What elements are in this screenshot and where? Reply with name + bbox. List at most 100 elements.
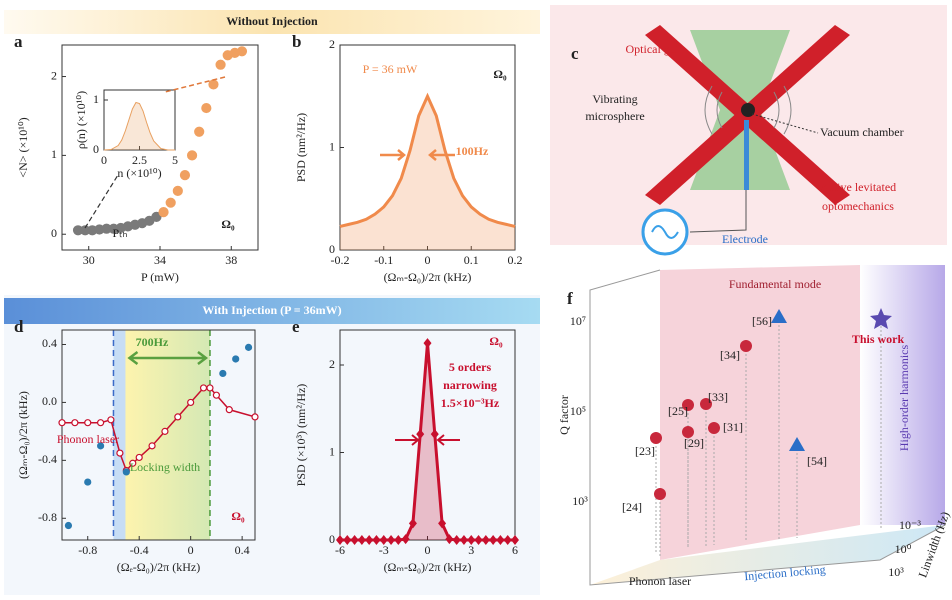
ref-label: [29] [684,436,704,450]
marker [481,535,490,545]
marker [96,442,105,450]
y-tick-label: 2 [329,357,335,371]
diagram-label: Vacuum chamber [820,125,904,139]
marker [372,535,381,545]
marker [71,419,79,427]
ref-label: [54] [807,454,827,468]
y-tick-label: 2 [329,37,335,51]
y-tick-label: 1 [329,444,335,458]
y-tick-label: -0.8 [38,510,57,524]
marker [336,535,344,545]
marker [194,126,205,137]
wire [689,190,747,233]
x-tick-label: 30 [83,253,95,267]
marker [244,343,253,351]
area [104,102,175,150]
ref-point [654,488,666,500]
diagram-label: Fundamental mode [729,277,821,291]
laser-region [113,330,126,540]
floor [590,525,945,585]
annotation: narrowing [443,378,497,392]
banner [4,10,540,34]
banner-title: With Injection (P = 36mW) [202,303,341,317]
marker [503,535,512,545]
axis-label: Q factor [557,395,571,435]
marker [179,169,191,181]
area [340,343,515,540]
y-tick-label: 1 [93,92,99,106]
ref-point [700,398,712,410]
y-tick-label: 0.0 [42,394,57,408]
x-tick-label: 38 [225,253,237,267]
marker [416,429,425,440]
x-tick-label: 0.1 [464,253,479,267]
marker [379,535,388,545]
x-tick-label: 3 [468,543,474,557]
marker [232,355,240,363]
area [340,96,515,250]
marker [357,535,366,545]
x-tick-label: 0 [425,253,431,267]
ref-label: [24] [622,500,642,514]
annotation: 100Hz [456,144,489,158]
line [339,92,516,228]
electrode [744,120,749,190]
x-tick-label: 34 [154,253,166,267]
y-tick-label: 1 [51,147,57,161]
ref-label: [31] [723,420,743,434]
y-tick-label: 0 [329,242,335,256]
marker [116,449,124,457]
marker [151,211,162,222]
panel-label: a [14,32,23,51]
annotation: Ω₀ [231,509,245,523]
marker [84,419,92,427]
diagram-label: Vibrating [592,92,637,106]
inset-bg [104,90,175,150]
x-tick-label: -0.1 [374,253,393,267]
ref-label: [34] [720,348,740,362]
panel-label: b [292,32,301,51]
marker [135,453,143,462]
ref-point [650,432,662,444]
marker [474,535,483,545]
diagram-label: High-order harmonics [897,345,911,452]
diagram-label: Electrode [722,232,768,246]
leader [751,113,819,134]
lw-tick-label: 10⁻³ [899,518,921,532]
marker [161,427,169,435]
marker [187,398,195,407]
diagram-label: This work [852,332,905,346]
x-tick-label: 5 [172,153,178,167]
lw-tick-label: 10⁰ [895,542,912,556]
q-tick-label: 10³ [572,494,588,508]
marker [387,535,396,545]
marker [236,46,248,57]
annotation: Ω₀ [221,217,235,231]
marker [459,535,468,545]
marker [148,442,156,450]
diagram-label: Optical gain [626,42,685,56]
diagram-label: optomechanics [822,199,894,213]
x-tick-label: 2.5 [132,153,147,167]
x-tick-label: 0 [425,543,431,557]
marker [251,413,259,421]
diagram-label: microsphere [585,109,644,123]
panel-label: e [292,317,300,336]
x-tick-label: 6 [512,543,518,557]
marker [423,338,432,349]
width-arrow [380,149,455,161]
y-axis-label: PSD (nm²/Hz) [294,113,308,182]
marker [122,468,130,476]
banner-title: Without Injection [226,14,318,28]
marker [219,369,227,378]
x-tick-label: -6 [335,543,345,557]
marker [186,150,198,161]
bottom-panel [4,295,540,595]
x-axis-label: (Ωₘ-Ω₀)/2π (kHz) [384,270,472,284]
pointer-arrow [84,174,119,229]
y-axis-label: <N> (×10¹⁰) [16,117,30,177]
ref-label: [25] [668,404,688,418]
marker [174,413,182,421]
line [103,101,175,151]
panel-label: f [567,289,573,308]
